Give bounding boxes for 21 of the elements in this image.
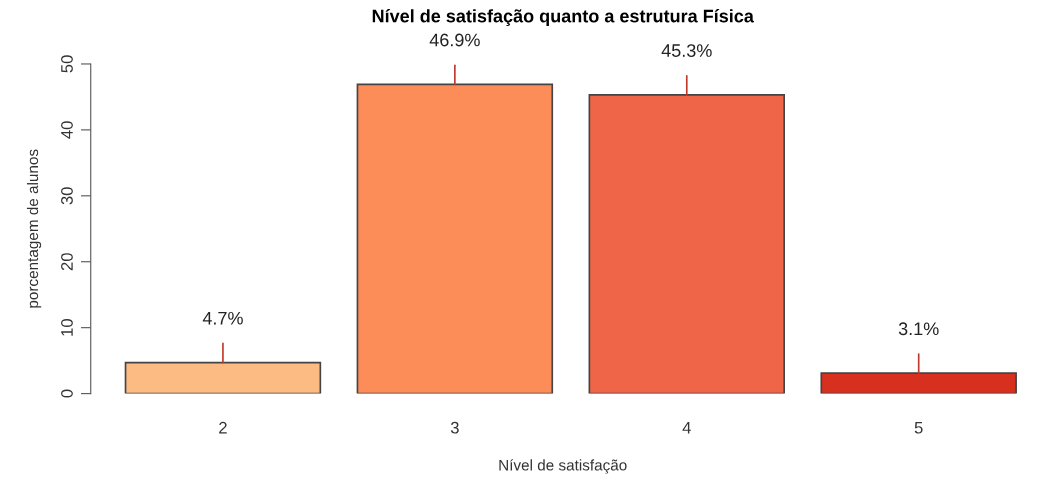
y-tick-label: 10 xyxy=(61,319,73,336)
y-tick-label: 0 xyxy=(61,389,73,398)
bar xyxy=(820,372,1017,394)
x-axis-title: Nível de satisfação xyxy=(499,459,627,474)
chart-title: Nível de satisfação quanto a estrutura Física xyxy=(372,9,754,27)
x-tick-label: 5 xyxy=(914,421,923,434)
y-tick-label: 50 xyxy=(61,55,73,73)
bar xyxy=(356,83,554,394)
data-label: 45.3% xyxy=(661,44,712,57)
x-tick-label: 4 xyxy=(682,421,691,434)
y-tick-label: 40 xyxy=(61,121,73,139)
y-tick-label: 20 xyxy=(61,253,73,271)
data-label: 4.7% xyxy=(202,311,243,325)
y-axis-title: porcentagem de alunos xyxy=(26,149,42,308)
data-label: 3.1% xyxy=(898,322,939,336)
data-label: 46.9% xyxy=(429,33,480,47)
x-tick-label: 3 xyxy=(450,421,459,434)
bar xyxy=(588,94,786,394)
y-tick-label: 30 xyxy=(61,187,73,205)
bar xyxy=(124,361,322,394)
x-tick-label: 2 xyxy=(219,421,227,434)
